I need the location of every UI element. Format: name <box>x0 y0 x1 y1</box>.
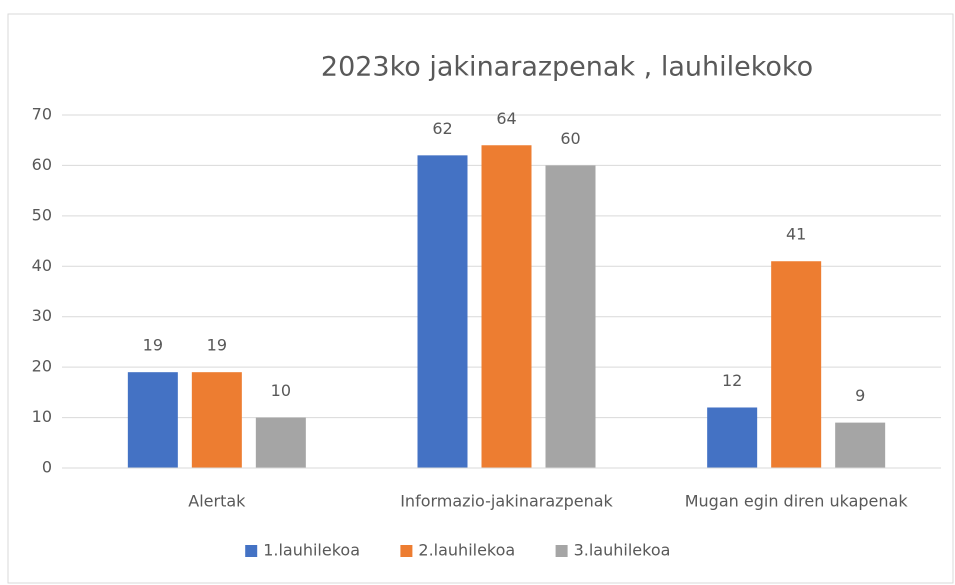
legend-swatch <box>245 545 258 557</box>
bar <box>127 372 178 468</box>
y-tick-label: 30 <box>32 306 52 325</box>
value-label: 64 <box>496 109 516 128</box>
value-label: 10 <box>271 381 291 400</box>
value-label: 12 <box>722 371 742 390</box>
y-tick-label: 20 <box>32 357 52 376</box>
y-tick-label: 40 <box>32 256 52 275</box>
legend-label: 3.lauhilekoa <box>574 541 671 560</box>
y-tick-label: 70 <box>32 105 52 124</box>
y-tick-label: 0 <box>42 458 52 477</box>
value-label: 9 <box>855 386 865 405</box>
y-tick-label: 60 <box>32 155 52 174</box>
value-label: 62 <box>432 119 452 138</box>
legend-label: 2.lauhilekoa <box>418 541 515 560</box>
value-label: 41 <box>786 225 806 244</box>
x-tick-label: Informazio-jakinarazpenak <box>400 492 613 511</box>
bar <box>417 155 468 469</box>
x-tick-label: Mugan egin diren ukapenak <box>685 492 909 511</box>
bar <box>255 417 306 468</box>
value-label: 19 <box>143 336 163 355</box>
legend-swatch <box>400 545 413 557</box>
bar <box>545 165 596 468</box>
value-label: 60 <box>560 129 580 148</box>
bar <box>835 422 886 468</box>
bar <box>191 372 242 468</box>
bar <box>707 407 758 468</box>
y-tick-label: 10 <box>32 407 52 426</box>
legend-swatch <box>555 545 568 557</box>
chart-title: 2023ko jakinarazpenak , lauhilekoko <box>321 52 813 83</box>
bar <box>771 261 822 468</box>
legend-label: 1.lauhilekoa <box>263 541 360 560</box>
x-tick-label: Alertak <box>188 492 246 511</box>
value-label: 19 <box>207 336 227 355</box>
y-tick-label: 50 <box>32 205 52 224</box>
bar <box>481 145 532 468</box>
